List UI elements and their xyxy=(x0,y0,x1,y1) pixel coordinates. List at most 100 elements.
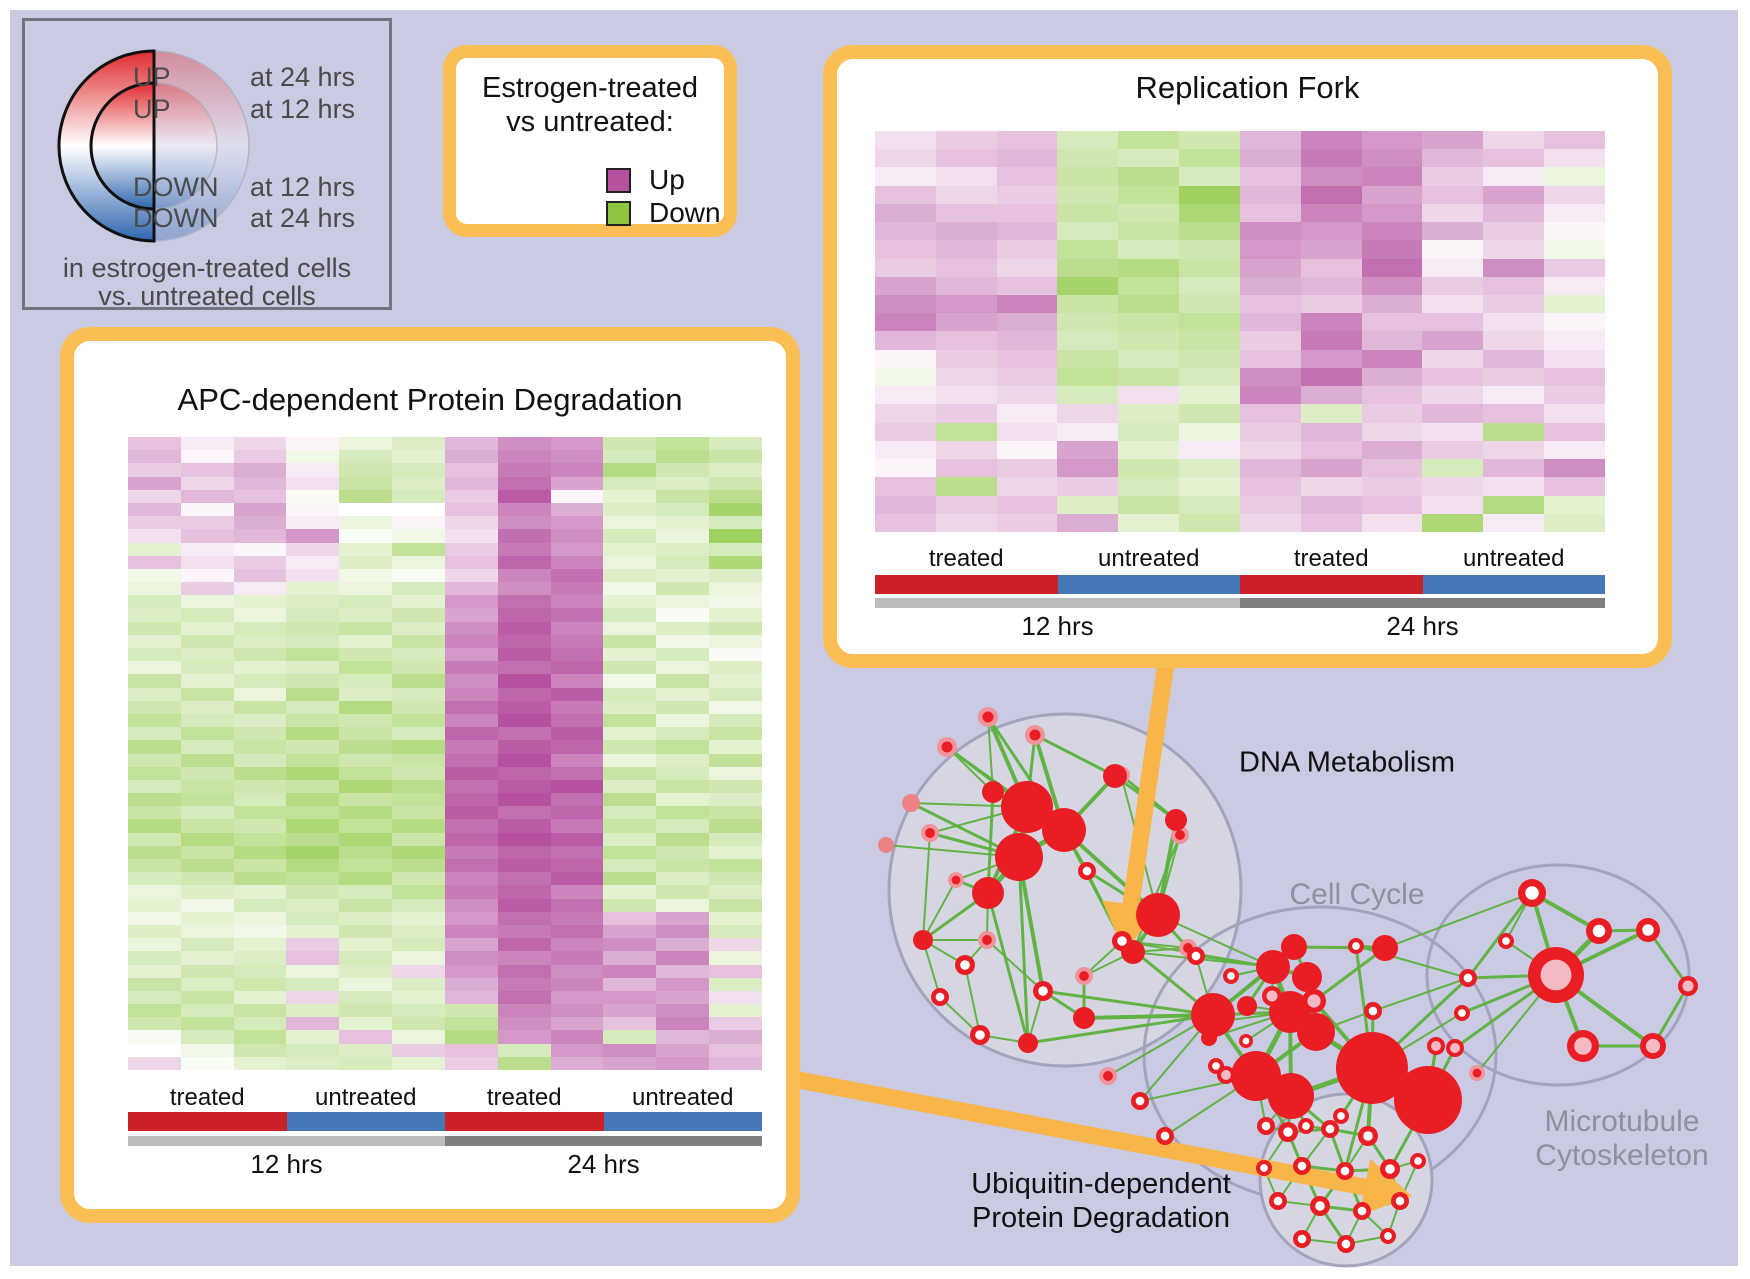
legend-time-down12: at 12 hrs xyxy=(250,172,356,202)
network-node-core xyxy=(960,960,970,970)
heatmap-cell xyxy=(935,495,997,514)
heatmap-cell xyxy=(180,819,234,833)
updown-gradient-circles-icon xyxy=(57,49,250,243)
heatmap-cell xyxy=(935,386,997,405)
heatmap-cell xyxy=(392,924,445,939)
heatmap-cell xyxy=(656,608,710,622)
network-node-core xyxy=(1384,1232,1392,1240)
network-node-core xyxy=(1297,1161,1307,1171)
heatmap-cell xyxy=(603,687,657,701)
heatmap-cell xyxy=(1300,331,1362,350)
heatmap-cell xyxy=(339,1017,393,1031)
heatmap-cell xyxy=(1179,295,1240,314)
heatmap-cell xyxy=(709,437,762,451)
bar-24hrs xyxy=(1240,598,1605,608)
heatmap-cell xyxy=(392,621,445,635)
heatmap-cell xyxy=(656,964,710,978)
heatmap-cell xyxy=(875,240,936,259)
heatmap-cell xyxy=(1118,313,1180,332)
heatmap-cell xyxy=(1239,313,1301,332)
network-edge xyxy=(1026,1013,1215,1045)
heatmap-cell xyxy=(1544,167,1605,186)
heatmap-cell xyxy=(1118,185,1180,204)
heatmap-cell xyxy=(1300,367,1362,387)
network-node-core xyxy=(1227,972,1235,980)
treated-bar xyxy=(128,1112,287,1131)
heatmap-cell xyxy=(1361,276,1423,296)
heatmap-cell xyxy=(1300,404,1362,423)
heatmap-cell xyxy=(286,542,340,556)
heatmap-cell xyxy=(550,990,604,1005)
heatmap-cell xyxy=(339,568,393,583)
apc-group-labels: treated untreated treated untreated xyxy=(128,1084,762,1112)
heatmap-cell xyxy=(935,131,997,150)
network-node-core xyxy=(1191,951,1201,961)
heatmap-cell xyxy=(497,568,551,583)
heatmap-cell xyxy=(1483,513,1545,532)
heatmap-cell xyxy=(286,608,340,622)
heatmap-cell xyxy=(233,595,287,609)
heatmap-cell xyxy=(180,832,234,846)
heatmap-cell xyxy=(339,463,393,477)
heatmap-cell xyxy=(1057,349,1119,368)
heatmap-cell xyxy=(128,766,181,780)
heatmap-cell xyxy=(339,542,393,556)
heatmap-cell xyxy=(1544,386,1605,405)
heatmap-cell xyxy=(709,1056,762,1070)
heatmap-cell xyxy=(497,1030,551,1044)
heatmap-cell xyxy=(233,516,287,530)
network-node xyxy=(1042,808,1086,852)
legend-dir-down24: DOWN xyxy=(133,203,219,233)
heatmap-cell xyxy=(656,845,710,859)
network-node-core xyxy=(1341,1239,1351,1249)
network-node xyxy=(972,877,1004,909)
heatmap-cell xyxy=(1544,131,1605,150)
heatmap-cell xyxy=(1422,440,1484,460)
heatmap-cell xyxy=(1361,513,1423,532)
heatmap-cell xyxy=(1239,367,1301,387)
heatmap-cell xyxy=(128,924,181,939)
network-node-core xyxy=(1302,1122,1310,1130)
heatmap-cell xyxy=(128,437,181,451)
heatmap-cell xyxy=(1361,495,1423,514)
heatmap-cell xyxy=(656,542,710,556)
heatmap-cell xyxy=(286,1017,340,1031)
heatmap-cell xyxy=(180,687,234,701)
heatmap-cell xyxy=(550,1004,604,1018)
bar-12hrs xyxy=(875,598,1240,608)
heatmap-cell xyxy=(233,885,287,899)
heatmap-cell xyxy=(180,845,234,859)
heatmap-cell xyxy=(128,845,181,859)
heatmap-cell xyxy=(550,437,604,451)
heatmap-cell xyxy=(935,185,997,204)
heatmap-cell xyxy=(497,898,551,912)
legend-dir-up12: UP xyxy=(133,94,171,124)
heatmap-cell xyxy=(935,313,997,332)
heatmap-cell xyxy=(709,951,762,965)
network-node-core xyxy=(941,741,953,753)
heatmap-cell xyxy=(550,806,604,820)
heatmap-cell xyxy=(339,595,393,609)
heatmap-cell xyxy=(128,977,181,991)
heatmap-cell xyxy=(656,898,710,912)
apc-time-labels: 12 hrs 24 hrs xyxy=(128,1149,762,1180)
heatmap-cell xyxy=(444,595,498,609)
network-node-core xyxy=(1260,1164,1268,1172)
heatmap-cell xyxy=(1544,222,1605,241)
heatmap-cell xyxy=(603,885,657,899)
heatmap-cell xyxy=(550,911,604,925)
heatmap-cell xyxy=(497,648,551,662)
heatmap-cell xyxy=(1300,513,1362,532)
heatmap-cell xyxy=(1361,440,1423,460)
heatmap-cell xyxy=(1544,422,1605,441)
heatmap-cell xyxy=(497,793,551,807)
heatmap-cell xyxy=(1422,513,1484,532)
heatmap-cell xyxy=(497,740,551,754)
heatmap-cell xyxy=(497,621,551,635)
heatmap-cell xyxy=(444,885,498,899)
heatmap-cell xyxy=(497,951,551,965)
heatmap-cell xyxy=(875,459,936,478)
heatmap-cell xyxy=(1179,258,1240,277)
heatmap-cell xyxy=(875,149,936,168)
heatmap-cell xyxy=(392,951,445,965)
